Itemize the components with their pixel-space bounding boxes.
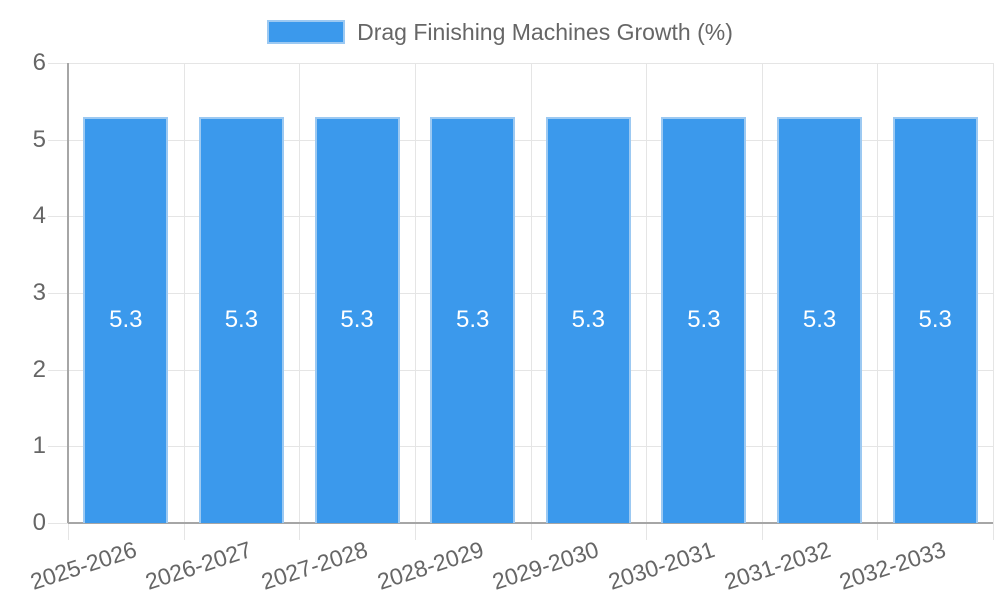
bar-2026-2027[interactable]: [198, 116, 284, 523]
y-tick-label: 3: [32, 279, 46, 306]
x-axis-tick: [68, 523, 69, 540]
legend-swatch[interactable]: [267, 20, 346, 44]
bar-2029-2030[interactable]: [545, 116, 631, 523]
legend-label[interactable]: Drag Finishing Machines Growth (%): [357, 19, 733, 45]
gridline-vertical: [762, 63, 763, 540]
gridline-vertical: [415, 63, 416, 540]
gridline-horizontal: [48, 63, 993, 64]
gridline-vertical: [184, 63, 185, 540]
x-tick-label: 2026-2027: [142, 536, 256, 595]
y-tick-label: 4: [32, 202, 46, 229]
bar-value-label: 5.3: [109, 305, 143, 333]
x-tick-label: 2027-2028: [258, 536, 371, 595]
x-tick-label: 2032-2033: [836, 536, 949, 595]
bar-value-label: 5.3: [687, 305, 721, 333]
x-tick-label: 2029-2030: [489, 536, 603, 595]
gridline-vertical: [993, 63, 994, 540]
bar-value-label: 5.3: [224, 305, 259, 333]
bar-2032-2033[interactable]: [892, 116, 978, 523]
x-tick-label: 2028-2029: [373, 536, 487, 595]
y-tick-label: 1: [32, 432, 46, 459]
y-tick-label: 2: [32, 356, 46, 383]
x-tick-label: 2031-2032: [720, 536, 834, 595]
bar-value-label: 5.3: [340, 305, 374, 333]
gridline-horizontal: [48, 370, 993, 371]
y-tick-label: 6: [32, 49, 46, 76]
x-tick-label: 2030-2031: [604, 536, 718, 595]
gridline-vertical: [299, 63, 300, 540]
gridline-vertical: [646, 63, 647, 540]
bar-value-label: 5.3: [918, 305, 952, 333]
bar-value-label: 5.3: [456, 305, 490, 333]
bar-2031-2032[interactable]: [777, 116, 863, 523]
gridline-horizontal: [48, 140, 993, 141]
y-tick-label: 5: [32, 126, 46, 153]
bar-2030-2031[interactable]: [661, 116, 747, 523]
bar-2025-2026[interactable]: [83, 116, 169, 523]
gridline-horizontal: [48, 216, 993, 217]
chart-legend: Drag Finishing Machines Growth (%): [0, 18, 1000, 46]
x-axis-line: [68, 522, 993, 524]
bar-value-label: 5.3: [802, 305, 837, 333]
y-axis-line: [67, 63, 69, 523]
x-tick-label: 2025-2026: [26, 536, 140, 595]
bar-2028-2029[interactable]: [430, 116, 516, 523]
gridline-horizontal: [48, 446, 993, 447]
bar-value-label: 5.3: [571, 305, 605, 333]
bar-2027-2028[interactable]: [314, 116, 400, 523]
gridline-vertical: [531, 63, 532, 540]
gridline-horizontal: [48, 293, 993, 294]
gridline-vertical: [877, 63, 878, 540]
y-tick-label: 0: [32, 509, 46, 536]
